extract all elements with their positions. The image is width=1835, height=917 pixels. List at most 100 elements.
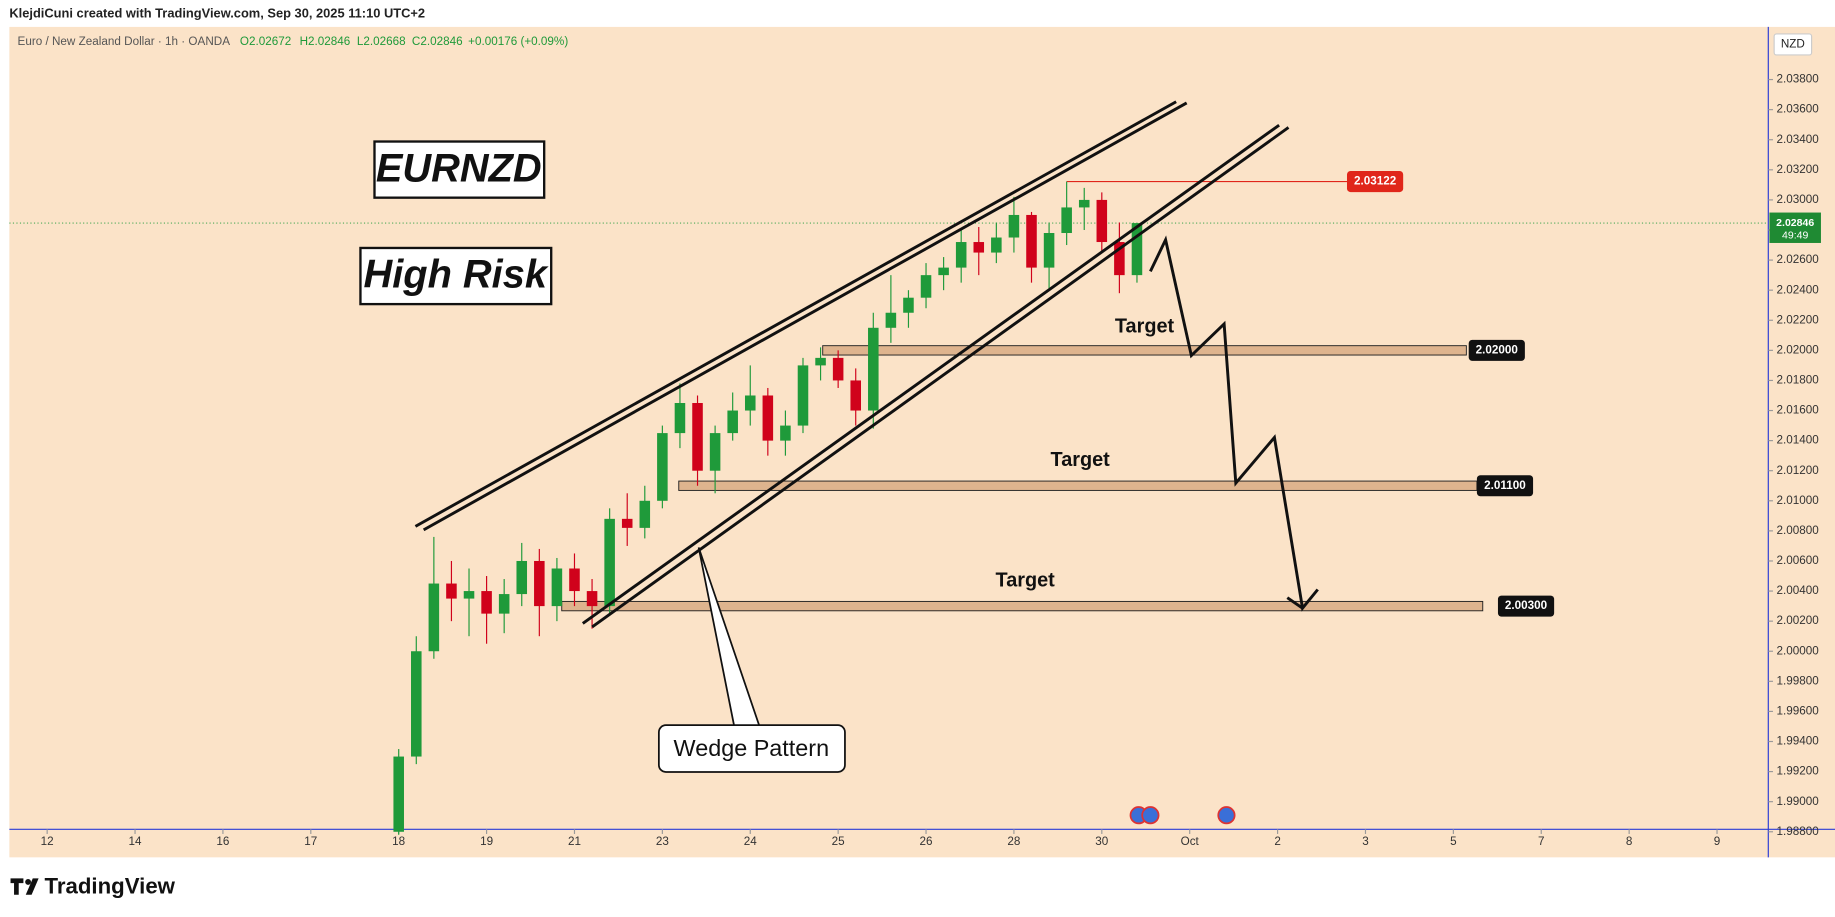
y-tick-label: 2.00800	[1776, 524, 1819, 537]
candle-body	[463, 591, 475, 599]
candle-body	[516, 560, 528, 595]
candle-body	[674, 403, 686, 434]
y-tick-label: 1.99400	[1776, 735, 1819, 748]
title-box	[373, 140, 546, 199]
risk-label: High Risk	[364, 253, 549, 297]
candle-body	[446, 583, 457, 599]
ohlc-low: L2.02668	[357, 35, 406, 48]
event-icon[interactable]	[1217, 806, 1236, 825]
candle-body	[815, 357, 826, 366]
x-tick-label: 18	[392, 835, 405, 848]
x-tick-label: 30	[1095, 835, 1109, 848]
y-tick-label: 2.01600	[1776, 404, 1819, 417]
level-label: 2.01100	[1484, 479, 1526, 492]
y-tick-label: 2.01800	[1776, 374, 1819, 387]
target-zone	[678, 480, 1478, 491]
candle-body	[1026, 214, 1037, 268]
pattern-label: Wedge Pattern	[674, 735, 830, 761]
logo: TradingView	[10, 874, 176, 899]
target-zone	[561, 600, 1484, 612]
level-badge	[1497, 595, 1555, 617]
logo-mark	[25, 878, 32, 885]
candle-body	[481, 591, 492, 614]
event-icon[interactable]	[1141, 806, 1160, 825]
y-tick-label: 1.99600	[1776, 705, 1819, 718]
x-tick-label: 17	[304, 835, 317, 848]
target-label: Target	[1115, 316, 1175, 338]
currency-button[interactable]	[1773, 33, 1813, 56]
y-tick-label: 2.02000	[1776, 343, 1819, 356]
high-marker-badge	[1346, 171, 1404, 193]
x-tick-label: 21	[568, 835, 581, 848]
candle-body	[586, 591, 598, 607]
candle-body	[762, 395, 774, 441]
candle-body	[920, 275, 932, 298]
candle-body	[428, 583, 440, 652]
last-price-badge	[1769, 212, 1821, 243]
candle-body	[868, 327, 879, 411]
x-tick-label: 7	[1538, 835, 1545, 848]
y-tick-label: 1.98800	[1776, 825, 1819, 838]
y-tick-label: 1.99200	[1776, 765, 1819, 778]
candle-body	[850, 380, 861, 411]
candle-body	[692, 403, 703, 471]
candle-body	[639, 500, 651, 528]
y-tick-label: 1.99800	[1776, 674, 1819, 687]
x-tick-label: 8	[1626, 835, 1633, 848]
candle-body	[411, 651, 422, 757]
candle-body	[1131, 223, 1143, 276]
symbol: Euro / New Zealand Dollar · 1h · OANDA	[18, 35, 231, 48]
candle-body	[604, 518, 615, 607]
x-tick-label: 28	[1007, 835, 1020, 848]
x-tick-label: 16	[216, 835, 229, 848]
trend-line	[581, 123, 1280, 625]
candle-body	[1043, 233, 1055, 268]
candle-body	[885, 312, 897, 328]
y-tick-label: 2.03400	[1776, 133, 1819, 146]
chart-area	[9, 26, 1835, 858]
credit: KlejdiCuni created with TradingView.com,…	[9, 5, 425, 20]
x-tick-label: 19	[480, 835, 493, 848]
candle-body	[797, 365, 809, 426]
candle-body	[1096, 199, 1108, 243]
x-tick-label: 26	[920, 835, 933, 848]
candle-body	[1078, 199, 1090, 208]
event-icons	[1129, 806, 1236, 825]
y-tick-label: 2.02200	[1776, 313, 1819, 326]
candle-body	[780, 425, 791, 441]
x-tick-label: 12	[41, 835, 54, 848]
level-badge	[1468, 339, 1525, 361]
candle-body	[551, 568, 563, 607]
level-badge	[1476, 475, 1534, 497]
candle-body	[744, 395, 756, 411]
candle-body	[973, 242, 985, 253]
candle-body	[938, 267, 949, 276]
logo-mark	[10, 878, 39, 895]
x-tick-label: Oct	[1181, 835, 1200, 848]
candle-body	[1114, 242, 1125, 276]
y-tick-label: 2.01400	[1776, 434, 1819, 447]
target-zone	[822, 345, 1467, 356]
countdown: 49:49	[1782, 230, 1808, 242]
x-tick-label: 14	[129, 835, 143, 848]
ohlc-open: O2.02672	[240, 35, 291, 48]
x-tick-label: 2	[1274, 835, 1281, 848]
candle-body	[1061, 207, 1072, 234]
candle-body	[991, 237, 1002, 253]
y-tick-label: 2.01000	[1776, 494, 1819, 507]
title: EURNZD	[376, 146, 542, 190]
y-tick-label: 2.00600	[1776, 554, 1819, 567]
x-tick-label: 25	[832, 835, 846, 848]
candle-body	[498, 594, 510, 614]
candle-body	[903, 297, 914, 313]
y-tick-label: 2.02600	[1776, 253, 1819, 266]
candle-body	[657, 433, 668, 501]
projection-path	[1149, 235, 1319, 612]
candle-body	[832, 357, 844, 381]
risk-box	[359, 246, 553, 306]
y-tick-label: 2.03600	[1776, 103, 1819, 116]
level-label: 2.02000	[1476, 343, 1519, 356]
projection-tick	[1286, 596, 1304, 610]
x-tick-label: 9	[1714, 835, 1721, 848]
